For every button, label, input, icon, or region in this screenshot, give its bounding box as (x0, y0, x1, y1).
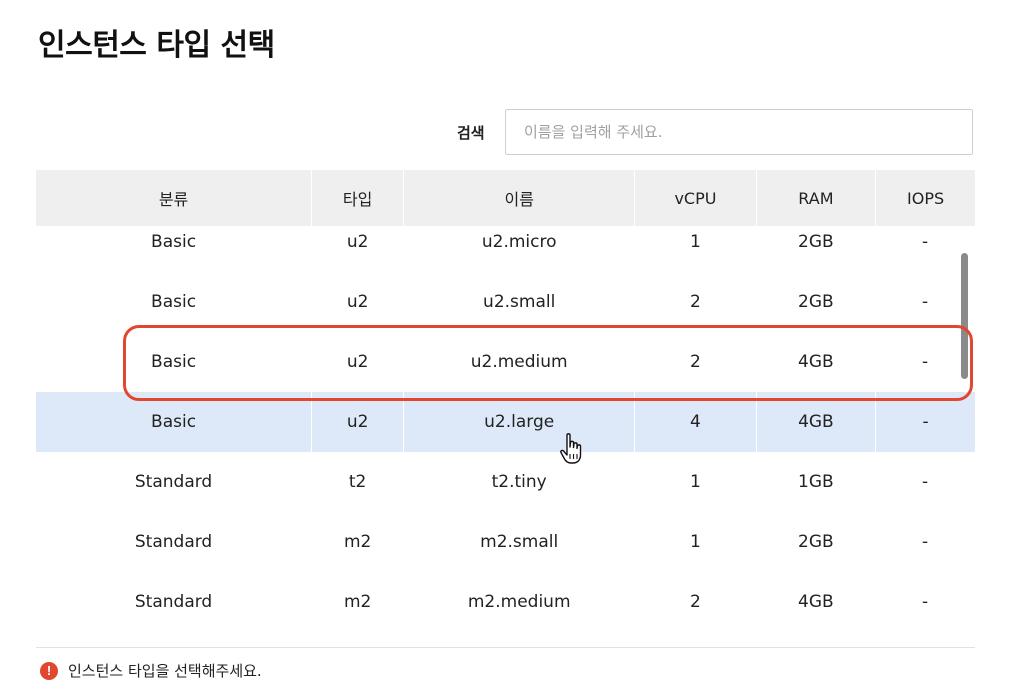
validation-message-text: 인스턴스 타입을 선택해주세요. (68, 662, 262, 680)
column-header-type[interactable]: 타입 (312, 170, 405, 226)
cell-ram: 2GB (798, 532, 834, 552)
table-row-highlighted[interactable]: Basic u2 u2.medium 2 4GB - (36, 332, 975, 392)
table-header: 분류 타입 이름 vCPU RAM IOPS (36, 170, 975, 226)
cell-type: u2 (346, 292, 369, 312)
cell-iops: - (921, 292, 929, 312)
table-row[interactable]: Basic u2 u2.small 2 2GB - (36, 272, 975, 332)
cell-category: Basic (36, 392, 313, 452)
cell-iops: - (922, 412, 929, 432)
cell-type: m2 (343, 532, 372, 552)
cell-type: t2 (348, 472, 367, 492)
column-header-ram[interactable]: RAM (757, 170, 877, 226)
table-row[interactable]: Basic u2 u2.micro 1 2GB - (36, 212, 975, 272)
cell-ram: 4GB (798, 352, 834, 372)
table-row[interactable]: Standard m2 m2.small 1 2GB - (36, 512, 975, 572)
search-label: 검색 (457, 124, 485, 142)
cell-vcpu: 2 (690, 292, 701, 312)
cell-category: Standard (134, 532, 213, 552)
cell-vcpu: 2 (690, 352, 701, 372)
cell-category: Standard (134, 472, 213, 492)
column-header-name[interactable]: 이름 (404, 170, 636, 226)
page-title: 인스턴스 타입 선택 (38, 28, 275, 63)
cell-ram: 2GB (798, 292, 834, 312)
cell-name: u2.medium (470, 352, 568, 372)
error-alert-icon: ! (40, 661, 58, 680)
cell-ram: 2GB (798, 232, 834, 252)
cell-name: m2.medium (467, 592, 571, 612)
cell-vcpu: 2 (690, 592, 701, 612)
cell-iops: - (921, 352, 929, 372)
cell-category: Basic (151, 232, 197, 252)
cell-type: m2 (343, 592, 372, 612)
column-header-iops[interactable]: IOPS (907, 188, 945, 208)
cell-ram: 1GB (798, 472, 834, 492)
table-body[interactable]: Basic u2 u2.micro 1 2GB - Basic u2 u2.sm… (36, 212, 975, 646)
cell-iops: - (921, 532, 929, 552)
table-row-hovered[interactable]: Basic u2 u2.large 4 4GB - (36, 392, 975, 452)
cell-category: Basic (151, 352, 197, 372)
cell-vcpu: 4 (635, 392, 757, 452)
validation-message: ! 인스턴스 타입을 선택해주세요. (40, 660, 262, 681)
column-header-category[interactable]: 분류 (36, 170, 313, 226)
cell-type: u2 (312, 392, 405, 452)
cell-ram: 4GB (798, 592, 834, 612)
cell-category: Basic (151, 292, 197, 312)
footer-divider (36, 647, 975, 648)
cell-ram: 4GB (757, 392, 877, 452)
hand-pointer-cursor-icon (560, 433, 582, 464)
search-input[interactable] (505, 109, 973, 155)
cell-iops: - (921, 472, 929, 492)
cell-iops: - (921, 592, 929, 612)
table-row[interactable]: Standard t2 t2.tiny 1 1GB - (36, 452, 975, 512)
cell-name: u2.large (404, 392, 636, 452)
table-row[interactable]: Standard m2 m2.medium 2 4GB - (36, 572, 975, 632)
cell-iops: - (921, 232, 929, 252)
instance-type-table: 분류 타입 이름 vCPU RAM IOPS Basic u2 u2.micro… (36, 170, 975, 612)
cell-name: m2.small (480, 532, 559, 552)
cell-name: u2.small (483, 292, 556, 312)
cell-name: u2.micro (481, 232, 557, 252)
cell-vcpu: 1 (690, 532, 701, 552)
column-header-vcpu[interactable]: vCPU (635, 170, 757, 226)
cell-vcpu: 1 (690, 232, 701, 252)
cell-name: t2.tiny (491, 472, 547, 492)
table-scrollbar-thumb[interactable] (961, 253, 968, 379)
cell-category: Standard (134, 592, 213, 612)
cell-vcpu: 1 (690, 472, 701, 492)
cell-type: u2 (346, 352, 369, 372)
cell-type: u2 (346, 232, 369, 252)
